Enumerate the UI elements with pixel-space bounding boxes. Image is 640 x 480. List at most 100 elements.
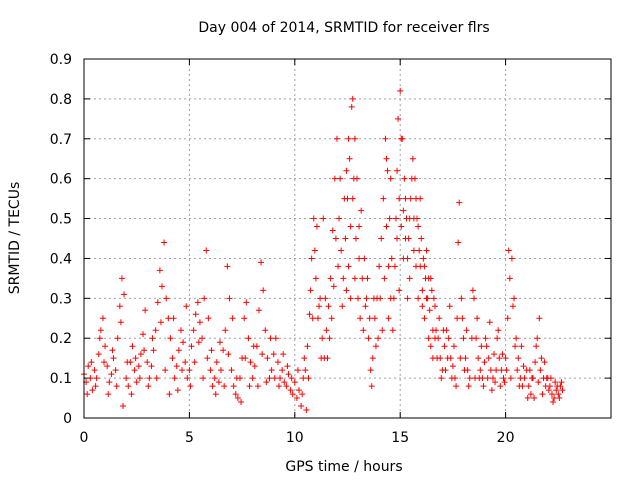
data-point bbox=[375, 335, 382, 342]
data-point bbox=[441, 343, 448, 350]
data-point bbox=[360, 327, 367, 334]
data-point bbox=[429, 327, 436, 334]
data-point bbox=[362, 303, 369, 310]
data-point bbox=[101, 359, 108, 366]
data-point bbox=[516, 383, 523, 390]
data-point bbox=[247, 359, 254, 366]
data-point bbox=[302, 367, 309, 374]
data-point bbox=[213, 359, 220, 366]
data-point bbox=[556, 395, 563, 402]
data-point bbox=[419, 303, 426, 310]
data-point bbox=[205, 315, 212, 322]
data-point bbox=[230, 383, 237, 390]
data-point bbox=[460, 335, 467, 342]
plot-frame bbox=[83, 58, 612, 419]
data-point bbox=[389, 327, 396, 334]
chart-title: Day 004 of 2014, SRMTID for receiver flr… bbox=[198, 20, 489, 36]
data-point bbox=[536, 315, 543, 322]
data-point bbox=[521, 375, 528, 382]
data-point bbox=[363, 295, 370, 302]
data-point bbox=[291, 379, 298, 386]
data-point bbox=[183, 303, 190, 310]
data-point bbox=[458, 295, 465, 302]
data-point bbox=[361, 255, 368, 262]
data-point bbox=[495, 327, 502, 334]
data-point bbox=[179, 367, 186, 374]
data-point bbox=[407, 195, 414, 202]
data-point bbox=[505, 247, 512, 254]
data-point bbox=[310, 215, 317, 222]
data-point bbox=[426, 307, 433, 314]
data-point bbox=[145, 383, 152, 390]
data-point bbox=[149, 335, 156, 342]
data-point bbox=[537, 367, 544, 374]
data-point bbox=[331, 175, 338, 182]
data-point bbox=[119, 403, 126, 410]
data-point bbox=[117, 319, 124, 326]
data-point bbox=[473, 335, 480, 342]
data-point bbox=[279, 367, 286, 374]
data-point bbox=[478, 343, 485, 350]
data-point bbox=[387, 175, 394, 182]
data-point bbox=[404, 255, 411, 262]
data-point bbox=[494, 335, 501, 342]
data-point bbox=[351, 275, 358, 282]
y-tick-label: 0.7 bbox=[50, 132, 72, 148]
data-point bbox=[342, 235, 349, 242]
data-point bbox=[483, 343, 490, 350]
x-tick-label: 15 bbox=[391, 430, 409, 446]
data-point bbox=[387, 295, 394, 302]
data-point bbox=[345, 135, 352, 142]
data-point bbox=[200, 375, 207, 382]
data-point bbox=[380, 195, 387, 202]
data-point bbox=[349, 195, 356, 202]
data-point bbox=[192, 311, 199, 318]
data-point bbox=[398, 223, 405, 230]
data-point bbox=[327, 275, 334, 282]
y-tick-label: 0.3 bbox=[50, 291, 72, 307]
data-point bbox=[341, 195, 348, 202]
data-point bbox=[132, 355, 139, 362]
data-point bbox=[207, 367, 214, 374]
data-point bbox=[199, 335, 206, 342]
data-point bbox=[270, 351, 277, 358]
data-point bbox=[174, 387, 181, 394]
data-point bbox=[391, 263, 398, 270]
data-point bbox=[382, 135, 389, 142]
data-point bbox=[442, 367, 449, 374]
data-point bbox=[84, 391, 91, 398]
data-point bbox=[93, 375, 100, 382]
data-point bbox=[249, 375, 256, 382]
data-point bbox=[335, 263, 342, 270]
data-point bbox=[266, 375, 273, 382]
data-point bbox=[268, 367, 275, 374]
data-point bbox=[267, 335, 274, 342]
data-point bbox=[140, 331, 147, 338]
data-point bbox=[421, 263, 428, 270]
data-point bbox=[430, 295, 437, 302]
data-point bbox=[384, 167, 391, 174]
data-point bbox=[551, 395, 558, 402]
data-point bbox=[558, 379, 565, 386]
data-point bbox=[88, 359, 95, 366]
y-tick-label: 0 bbox=[63, 411, 72, 427]
data-point bbox=[131, 367, 138, 374]
data-point bbox=[259, 351, 266, 358]
data-point bbox=[455, 239, 462, 246]
data-point bbox=[431, 335, 438, 342]
data-point bbox=[283, 383, 290, 390]
data-point bbox=[538, 355, 545, 362]
y-tick-label: 0.5 bbox=[50, 212, 72, 228]
data-point bbox=[211, 375, 218, 382]
data-point bbox=[245, 335, 252, 342]
data-point bbox=[110, 355, 117, 362]
data-point bbox=[218, 367, 225, 374]
data-point bbox=[150, 347, 157, 354]
data-point bbox=[527, 391, 534, 398]
data-point bbox=[514, 367, 521, 374]
data-point bbox=[121, 291, 128, 298]
data-point bbox=[509, 303, 516, 310]
data-point bbox=[96, 335, 103, 342]
data-point bbox=[125, 383, 132, 390]
